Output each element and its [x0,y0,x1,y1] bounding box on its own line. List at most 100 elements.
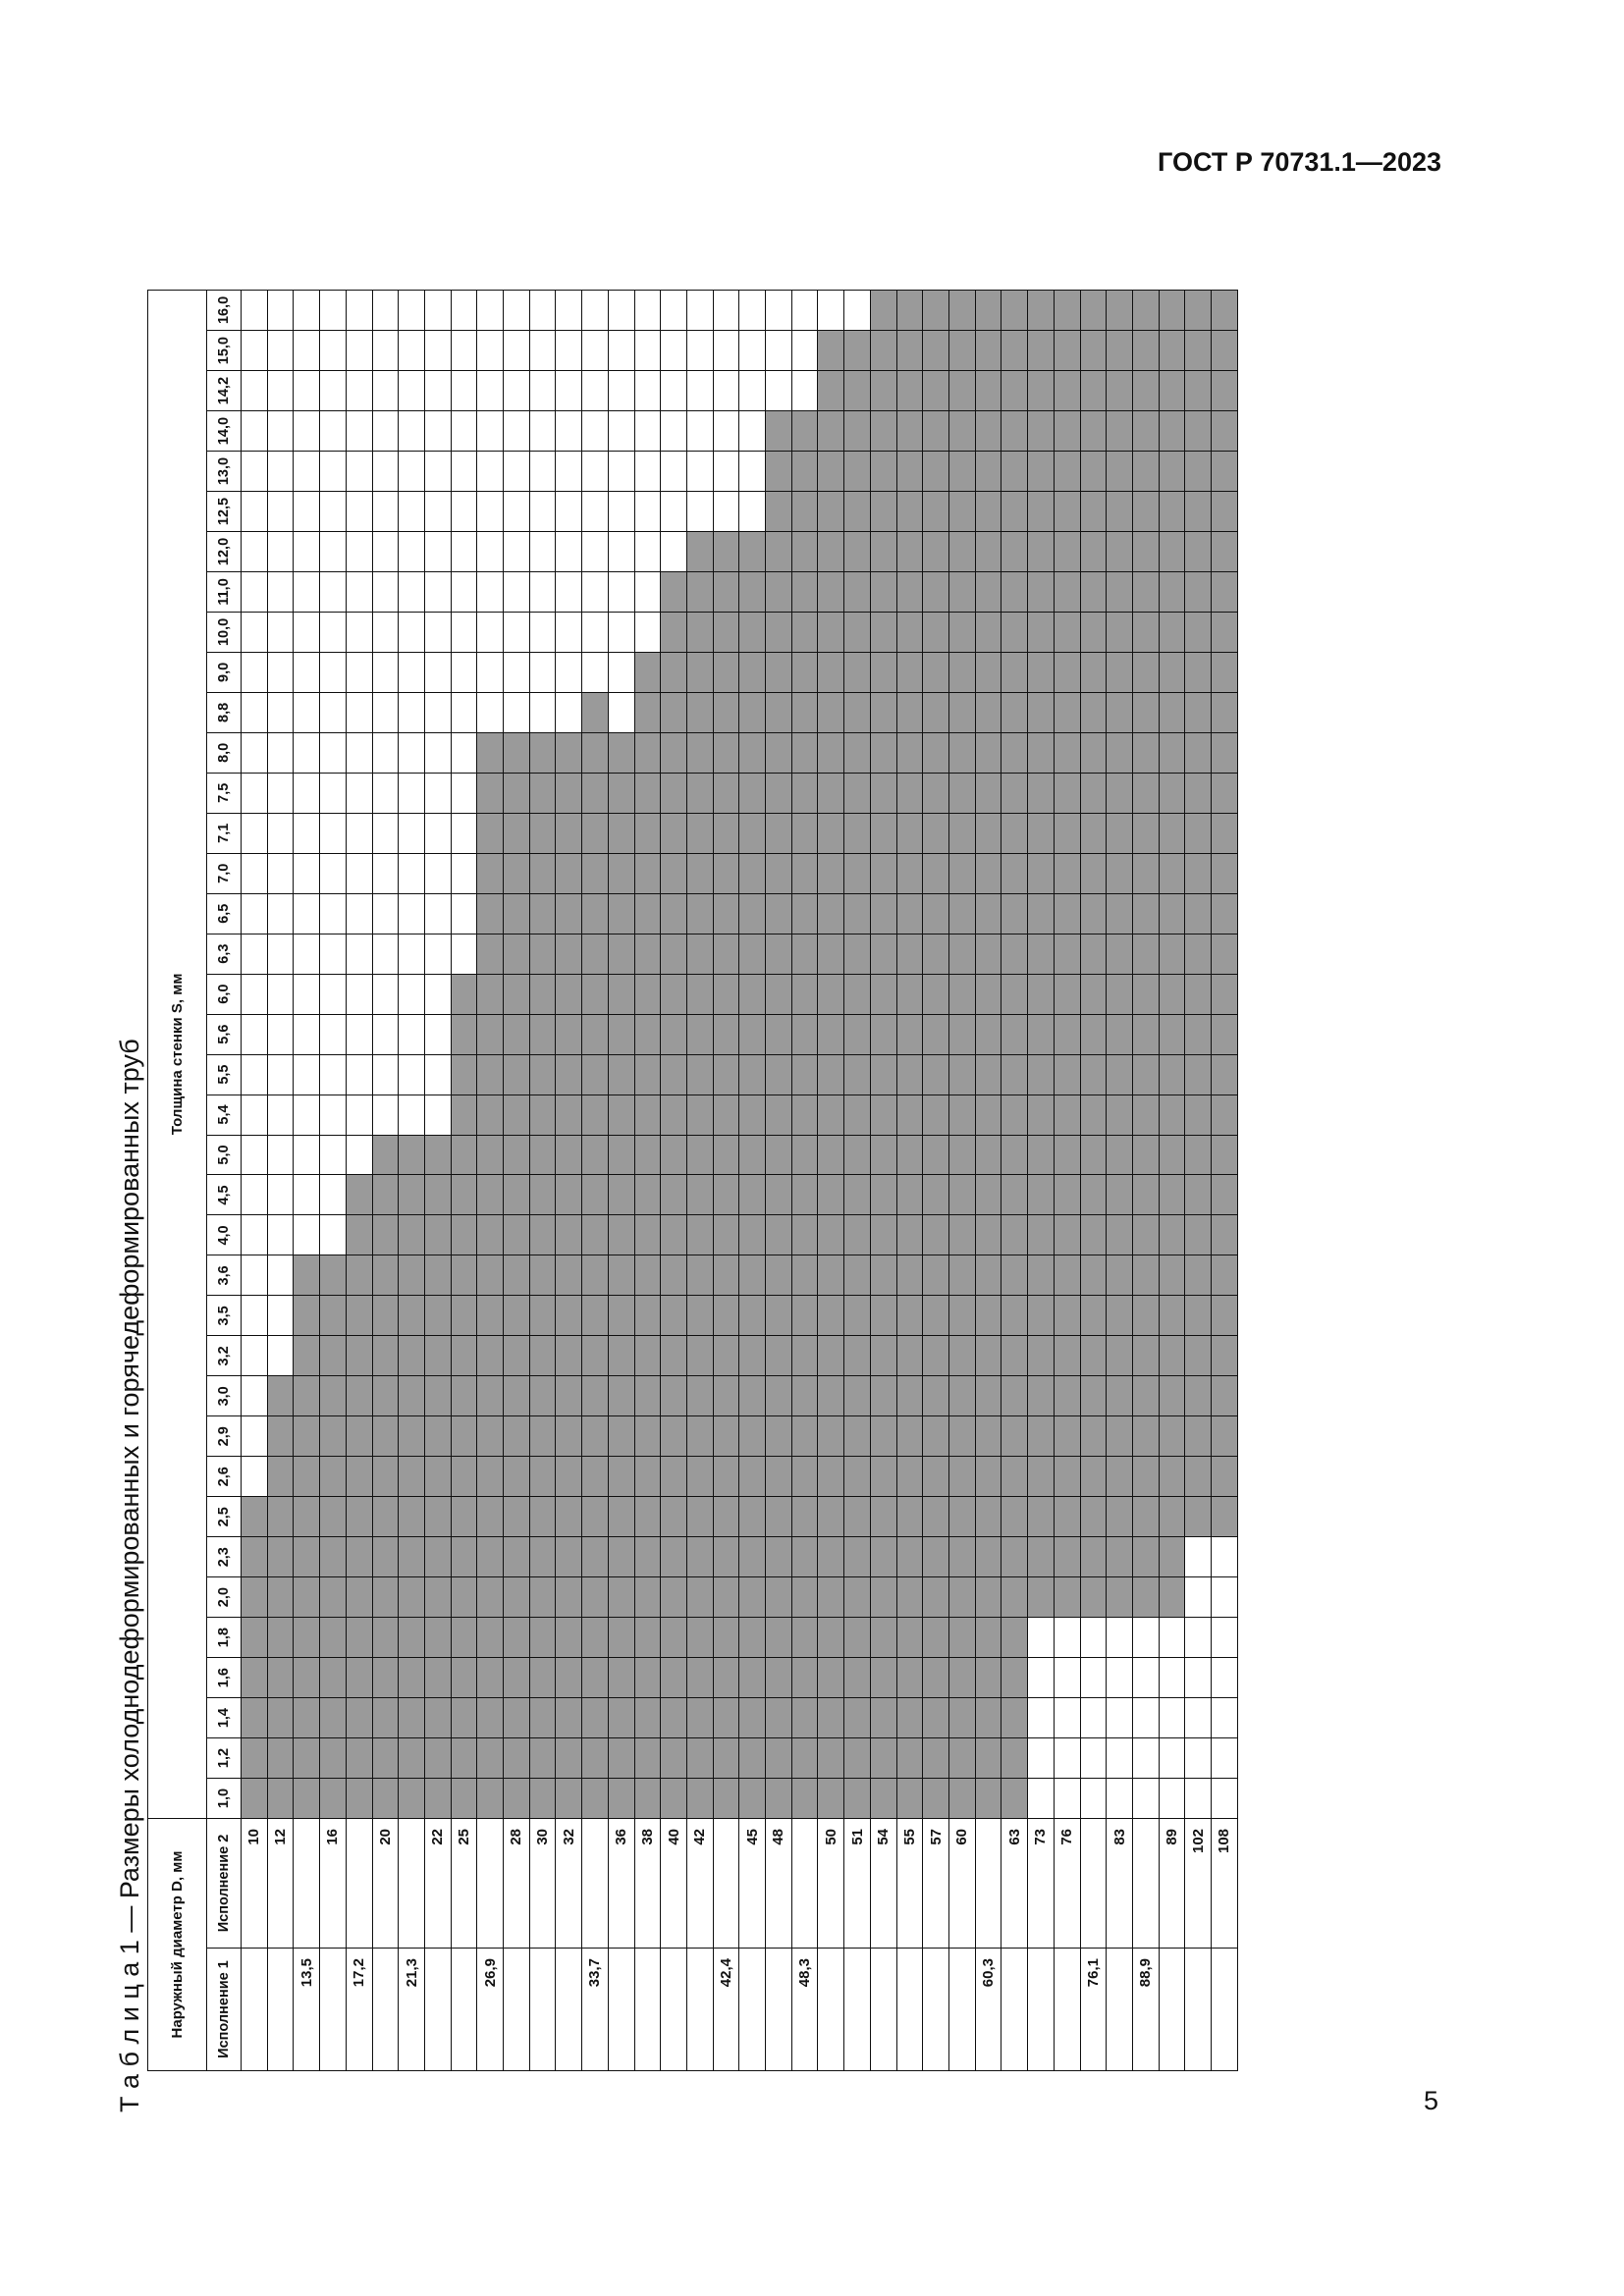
table-row: 20 [372,290,399,2071]
cell-shaded [922,652,949,693]
cell-shaded [503,1778,530,1819]
cell-shaded [1080,1496,1107,1537]
cell-shaded [293,1536,320,1577]
cell-empty [346,1014,373,1055]
cell-shaded [1001,451,1028,492]
cell-shaded [476,1174,504,1215]
cell-shaded [503,934,530,975]
cell-shaded [503,1657,530,1698]
cell-shaded [319,1617,347,1658]
cell-shaded [686,1295,714,1336]
cell-empty [581,370,609,411]
cell-shaded [1159,370,1185,411]
cell-shaded [843,1095,871,1136]
cell-shaded [1027,974,1055,1015]
cell-shaded [1159,1095,1185,1136]
cell-shaded [1132,1456,1160,1497]
cell-empty [1159,1697,1185,1738]
cell-empty [372,1095,399,1136]
cell-shaded [686,1617,714,1658]
cell-shaded [713,1054,739,1095]
cell-shaded [896,1415,923,1457]
cell-empty [608,531,635,572]
cell-shaded [948,1778,976,1819]
cell-shaded [948,853,976,894]
cell-shaded [555,1375,582,1416]
cell-shaded [1054,773,1080,814]
cell-shaded [1027,1054,1055,1095]
cell-empty [424,1095,452,1136]
cell-shaded [555,853,582,894]
cell-shaded [975,1456,1001,1497]
cell-shaded [634,1375,661,1416]
cell-shaded [608,1697,635,1738]
cell-shaded [319,1496,347,1537]
header-title: ГОСТ Р 70731.1—2023 [1158,147,1441,177]
cell-shaded [975,813,1001,854]
cell-empty [529,370,556,411]
cell-empty [346,692,373,733]
cell-shaded [870,1697,897,1738]
cell-empty [503,531,530,572]
cell-empty [241,1095,268,1136]
cell-shaded [503,1295,530,1336]
cell-shaded [975,1335,1001,1376]
cell-shaded [1106,974,1133,1015]
thickness-label: 1,0 [206,1778,242,1819]
cell-empty [241,853,268,894]
cell-shaded [1027,1255,1055,1296]
cell-empty [293,410,320,452]
cell-shaded [476,1014,504,1055]
cell-empty [765,370,792,411]
cell-shaded [870,1415,897,1457]
cell-empty [267,1095,294,1136]
cell-shaded [319,1536,347,1577]
cell-shaded [738,732,766,774]
cell-shaded [1211,1496,1238,1537]
cell-shaded [975,773,1001,814]
cell-shaded [1211,893,1238,934]
cell-shaded [765,1657,792,1698]
diameter-cell: 108 [1211,1818,1238,1949]
cell-shaded [948,290,976,331]
cell-empty [529,692,556,733]
cell-empty [398,934,425,975]
cell-shaded [791,1214,818,1255]
header-row: Наружный диаметр D, мм Толщина стенки S, … [147,290,207,2071]
cell-shaded [713,1737,739,1779]
cell-shaded [1132,692,1160,733]
cell-shaded [581,1375,609,1416]
cell-shaded [870,773,897,814]
cell-shaded [1211,1375,1238,1416]
cell-shaded [529,1335,556,1376]
cell-shaded [922,1214,949,1255]
cell-shaded [765,531,792,572]
cell-shaded [1132,1174,1160,1215]
cell-shaded [975,1135,1001,1175]
cell-shaded [503,1375,530,1416]
cell-empty [451,330,477,371]
cell-shaded [1159,652,1185,693]
cell-empty [293,1174,320,1215]
cell-empty [451,290,477,331]
cell-shaded [686,652,714,693]
cell-empty [1211,1657,1238,1698]
cell-shaded [1001,1456,1028,1497]
cell-shaded [975,732,1001,774]
cell-empty [372,893,399,934]
cell-shaded [922,330,949,371]
cell-empty [1132,1737,1160,1779]
cell-shaded [293,1375,320,1416]
diameter-cell: 48 [765,1818,792,1949]
cell-shaded [581,1617,609,1658]
cell-shaded [1027,1576,1055,1618]
cell-shaded [686,1697,714,1738]
cell-empty [319,1054,347,1095]
cell-empty [372,732,399,774]
cell-shaded [686,1335,714,1376]
cell-shaded [372,1456,399,1497]
cell-shaded [1001,1095,1028,1136]
diameter-cell: 102 [1184,1818,1212,1949]
cell-shaded [1106,773,1133,814]
cell-shaded [1001,773,1028,814]
